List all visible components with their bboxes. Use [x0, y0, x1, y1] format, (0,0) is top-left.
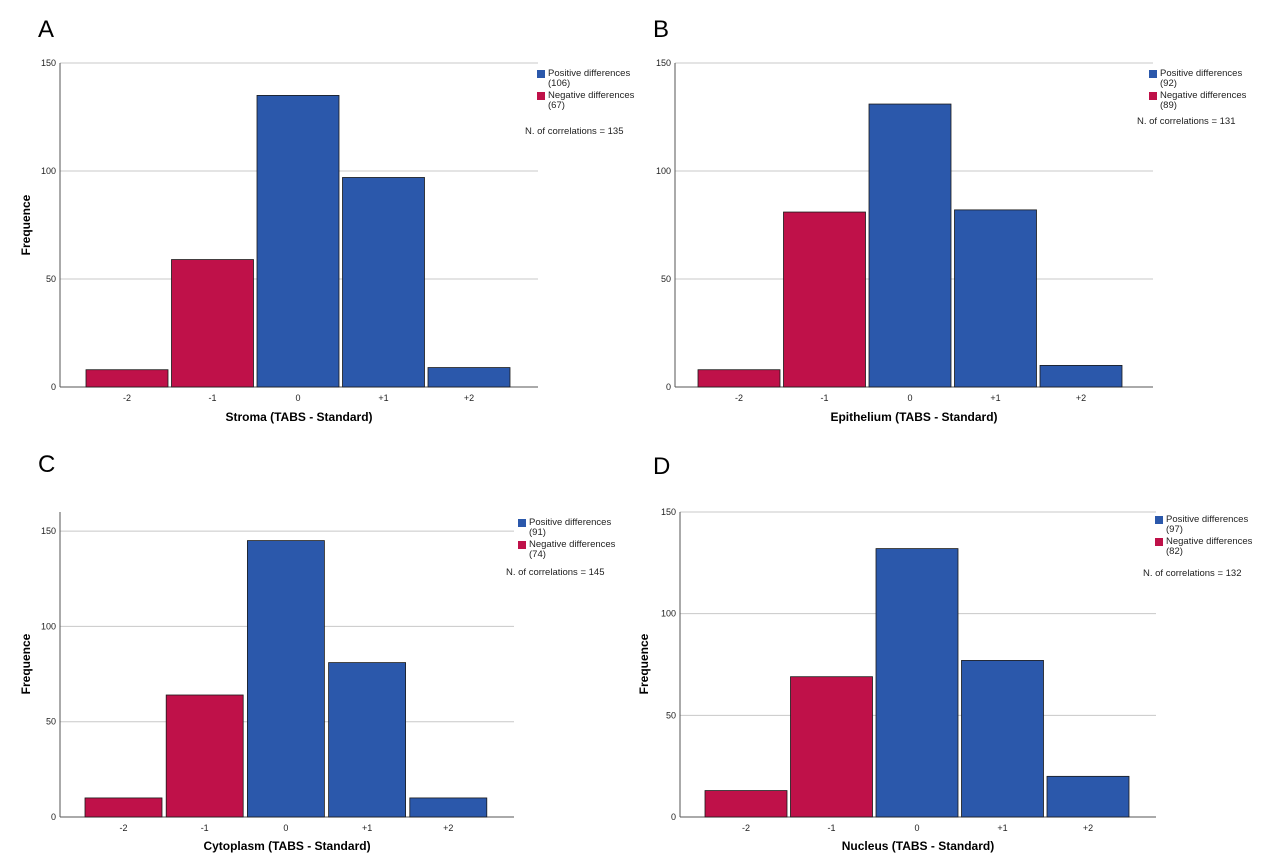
annotation-a: N. of correlations = 135 [525, 126, 623, 137]
bar-c-3 [328, 662, 407, 818]
x-tick-label-a-3: +1 [378, 393, 388, 403]
bar-c-4 [409, 797, 488, 818]
x-tick-label-b-3: +1 [990, 393, 1000, 403]
y-tick-label-d-100: 100 [661, 609, 676, 619]
y-axis-label-a: Frequence [19, 194, 33, 255]
legend-label-c-1: Negative differences [529, 539, 616, 550]
x-tick-label-c-3: +1 [362, 823, 372, 833]
x-axis-label-c: Cytoplasm (TABS - Standard) [203, 839, 370, 853]
x-tick-label-d-0: -2 [742, 823, 750, 833]
legend-label-d-1: Negative differences [1166, 536, 1253, 547]
x-tick-label-c-4: +2 [443, 823, 453, 833]
bar-a-1 [171, 259, 254, 388]
bar-a-2 [256, 95, 340, 388]
y-tick-label-b-0: 0 [666, 382, 671, 392]
x-tick-label-a-0: -2 [123, 393, 131, 403]
bar-c-2 [246, 540, 325, 818]
x-tick-label-b-1: -1 [820, 393, 828, 403]
y-tick-label-d-0: 0 [671, 812, 676, 822]
bar-a-3 [342, 177, 425, 388]
bar-b-4 [1039, 364, 1123, 388]
legend-label-c-0: Positive differences [529, 517, 611, 528]
x-tick-label-d-3: +1 [997, 823, 1007, 833]
annotation-c: N. of correlations = 145 [506, 567, 604, 578]
legend-label-a-0: Positive differences [548, 68, 630, 79]
y-tick-label-a-150: 150 [41, 58, 56, 68]
x-tick-label-c-1: -1 [201, 823, 209, 833]
x-tick-label-a-2: 0 [295, 393, 300, 403]
y-tick-label-c-150: 150 [41, 526, 56, 536]
bar-d-2 [875, 548, 959, 818]
bar-d-1 [790, 676, 873, 818]
y-tick-label-c-100: 100 [41, 621, 56, 631]
y-tick-label-c-50: 50 [46, 717, 56, 727]
panel-letter-b: B [653, 16, 670, 43]
y-tick-label-a-50: 50 [46, 274, 56, 284]
legend-label-b-0: Positive differences [1160, 68, 1242, 79]
x-tick-label-a-4: +2 [464, 393, 474, 403]
annotation-d: N. of correlations = 132 [1143, 568, 1241, 579]
legend-count-b-0: (92) [1160, 78, 1177, 89]
legend-label-d-0: Positive differences [1166, 514, 1248, 525]
x-tick-label-c-2: 0 [283, 823, 288, 833]
y-tick-label-b-150: 150 [656, 58, 671, 68]
y-tick-label-a-0: 0 [51, 382, 56, 392]
bar-b-1 [783, 211, 866, 388]
y-tick-label-d-150: 150 [661, 507, 676, 517]
x-tick-label-b-2: 0 [907, 393, 912, 403]
y-tick-label-b-100: 100 [656, 166, 671, 176]
bar-b-2 [868, 103, 952, 388]
legend-count-d-1: (82) [1166, 546, 1183, 557]
legend-label-b-1: Negative differences [1160, 90, 1247, 101]
y-tick-label-c-0: 0 [51, 812, 56, 822]
legend-swatch-c-0 [518, 519, 526, 527]
y-axis-label-d: Frequence [637, 633, 651, 694]
y-axis-label-c: Frequence [19, 633, 33, 694]
x-tick-label-b-4: +2 [1076, 393, 1086, 403]
legend-swatch-c-1 [518, 541, 526, 549]
panel-letter-d: D [653, 453, 671, 480]
bar-a-0 [85, 369, 169, 388]
x-tick-label-a-1: -1 [208, 393, 216, 403]
bar-c-1 [165, 694, 244, 818]
bar-d-4 [1046, 775, 1130, 818]
bar-d-3 [961, 660, 1044, 818]
legend-swatch-d-1 [1155, 538, 1163, 546]
x-axis-label-d: Nucleus (TABS - Standard) [842, 839, 994, 853]
x-tick-label-c-0: -2 [119, 823, 127, 833]
bar-a-4 [427, 367, 511, 388]
y-tick-label-d-50: 50 [666, 710, 676, 720]
bar-b-3 [954, 209, 1037, 388]
bar-b-0 [697, 369, 781, 388]
legend-count-c-1: (74) [529, 549, 546, 560]
x-axis-label-a: Stroma (TABS - Standard) [225, 410, 372, 424]
x-tick-label-d-4: +2 [1083, 823, 1093, 833]
y-tick-label-b-50: 50 [661, 274, 671, 284]
x-axis-label-b: Epithelium (TABS - Standard) [830, 410, 997, 424]
panel-letter-a: A [38, 16, 55, 43]
legend-label-a-1: Negative differences [548, 90, 635, 101]
legend-count-c-0: (91) [529, 527, 546, 538]
x-tick-label-b-0: -2 [735, 393, 743, 403]
legend-swatch-d-0 [1155, 516, 1163, 524]
x-tick-label-d-2: 0 [914, 823, 919, 833]
legend-swatch-b-0 [1149, 70, 1157, 78]
legend-count-a-0: (106) [548, 78, 570, 89]
legend-count-d-0: (97) [1166, 524, 1183, 535]
bar-c-0 [84, 797, 163, 818]
legend-swatch-a-0 [537, 70, 545, 78]
legend-count-a-1: (67) [548, 100, 565, 111]
legend-swatch-b-1 [1149, 92, 1157, 100]
annotation-b: N. of correlations = 131 [1137, 116, 1235, 127]
x-tick-label-d-1: -1 [827, 823, 835, 833]
legend-swatch-a-1 [537, 92, 545, 100]
bar-d-0 [704, 790, 788, 818]
panel-letter-c: C [38, 451, 56, 478]
y-tick-label-a-100: 100 [41, 166, 56, 176]
legend-count-b-1: (89) [1160, 100, 1177, 111]
